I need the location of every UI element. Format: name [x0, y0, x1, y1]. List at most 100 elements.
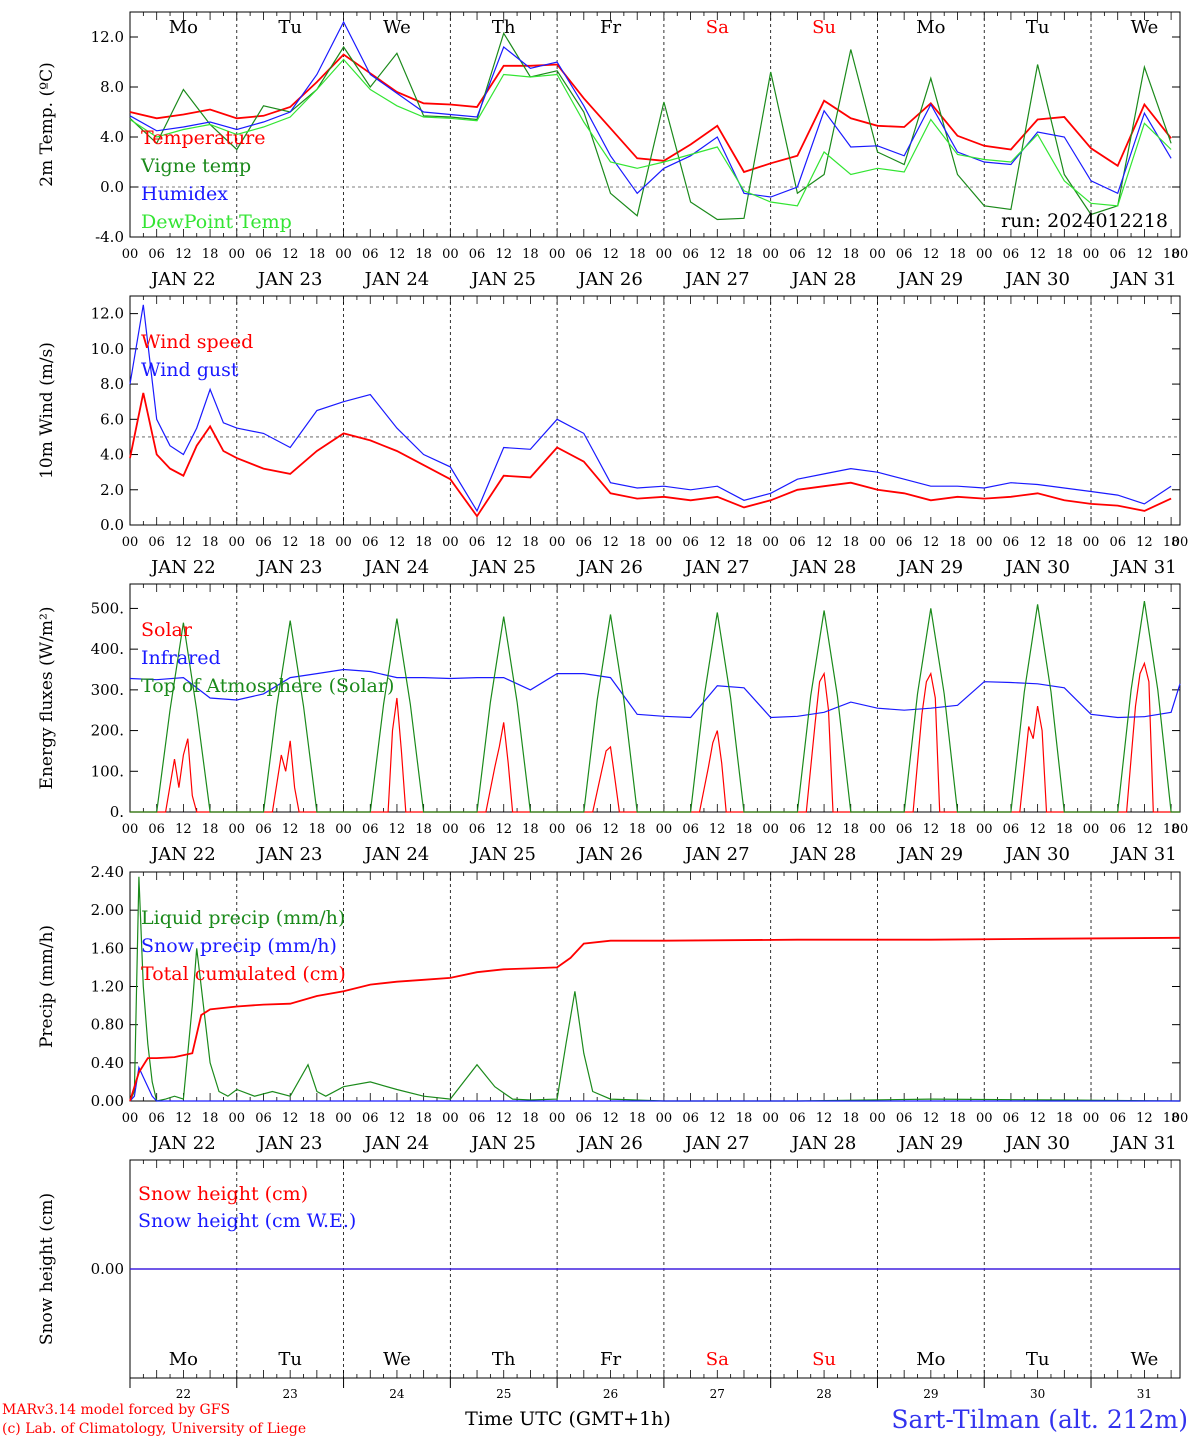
hour-tick-label: 00: [1083, 247, 1100, 262]
day-number: 26: [603, 1387, 618, 1401]
hour-tick-label: 18: [522, 247, 539, 262]
date-label: JAN 26: [576, 844, 643, 865]
hour-tick-label: 06: [576, 1111, 593, 1126]
hour-tick-label: 00: [335, 1111, 352, 1126]
panel-frame: [129, 583, 1181, 813]
copyright: (c) Lab. of Climatology, University of L…: [2, 1421, 306, 1437]
date-label: JAN 25: [469, 557, 536, 578]
hour-tick-label: 06: [255, 535, 272, 550]
day-number: 23: [283, 1387, 298, 1401]
hour-tick-label: 12: [1029, 247, 1046, 262]
hour-tick-label: 12: [495, 822, 512, 837]
hour-tick-label: 00: [122, 822, 139, 837]
hour-tick-label: 18: [415, 1111, 432, 1126]
date-label: JAN 31: [1110, 844, 1177, 865]
hour-tick-label: 06: [1109, 1111, 1126, 1126]
hour-tick-label: 12: [602, 1111, 619, 1126]
hour-tick-label: 18: [1056, 822, 1073, 837]
legend-entry: Temperature: [141, 127, 265, 149]
hour-tick-label: 12: [175, 535, 192, 550]
hour-tick-label: 00: [869, 247, 886, 262]
hour-tick-label: 12: [175, 247, 192, 262]
hour-tick-label: 12: [389, 247, 406, 262]
y-tick-label: 12.0: [91, 305, 124, 323]
date-label: JAN 22: [149, 844, 216, 865]
hour-tick-label: 06: [255, 1111, 272, 1126]
y-axis-label: Snow height (cm): [37, 1193, 57, 1345]
hour-tick-label: 06: [362, 535, 379, 550]
day-number: 29: [923, 1387, 938, 1401]
day-name-top: We: [383, 17, 411, 38]
hour-tick-label: 18: [949, 535, 966, 550]
y-axis-label: Energy fluxes (W/m²): [37, 607, 57, 790]
hour-tick-label: 18: [842, 535, 859, 550]
date-label: JAN 30: [1003, 844, 1070, 865]
hour-tick-label: 18: [1163, 535, 1180, 550]
hour-tick-label: 18: [522, 1111, 539, 1126]
hour-tick-label: 06: [682, 822, 699, 837]
date-label: JAN 23: [256, 269, 323, 290]
hour-tick-label: 06: [362, 822, 379, 837]
hour-tick-label: 00: [1172, 247, 1189, 262]
hour-tick-label: 06: [1109, 822, 1126, 837]
hour-tick-label: 18: [949, 247, 966, 262]
date-label: JAN 24: [363, 1133, 430, 1154]
hour-tick-label: 06: [469, 535, 486, 550]
hour-tick-label: 18: [1056, 1111, 1073, 1126]
date-label: JAN 26: [576, 269, 643, 290]
hour-tick-label: 00: [656, 822, 673, 837]
hour-tick-label: 06: [576, 247, 593, 262]
hour-tick-label: 12: [709, 535, 726, 550]
hour-tick-label: 00: [335, 822, 352, 837]
hour-tick-label: 06: [255, 247, 272, 262]
day-name-bottom: Th: [492, 1349, 516, 1370]
legend-entry: Infrared: [141, 647, 221, 669]
day-name-bottom: Mo: [916, 1349, 945, 1370]
hour-tick-label: 00: [442, 822, 459, 837]
date-label: JAN 24: [363, 844, 430, 865]
y-tick-label: 4.0: [100, 446, 124, 464]
hour-tick-label: 06: [1003, 1111, 1020, 1126]
legend-entry: Vigne temp: [140, 155, 251, 177]
hour-tick-label: 06: [1003, 822, 1020, 837]
day-number: 25: [496, 1387, 511, 1401]
hour-tick-label: 18: [202, 247, 219, 262]
hour-tick-label: 18: [1163, 822, 1180, 837]
y-tick-label: 0.0: [100, 178, 124, 196]
hour-tick-label: 18: [736, 535, 753, 550]
day-number: 28: [816, 1387, 831, 1401]
legend-entry: Solar: [141, 619, 193, 641]
series-line-2: [129, 1065, 1180, 1102]
hour-tick-label: 00: [656, 1111, 673, 1126]
hour-tick-label: 18: [949, 1111, 966, 1126]
day-number: 24: [389, 1387, 405, 1401]
legend-entry: Total cumulated (cm): [141, 963, 346, 985]
date-label: JAN 23: [256, 557, 323, 578]
hour-tick-label: 06: [1003, 535, 1020, 550]
day-name-top: Mo: [169, 17, 198, 38]
y-axis-label: 2m Temp. (ºC): [37, 62, 57, 187]
y-axis-label: 10m Wind (m/s): [37, 342, 57, 479]
hour-tick-label: 00: [335, 247, 352, 262]
hour-tick-label: 00: [229, 247, 246, 262]
panel-1: 12.0 8.0 4.0 0.0 -4.0 2m Temp. (ºC) 00 06 12 18 JA…: [37, 11, 1189, 290]
hour-tick-label: 12: [282, 1111, 299, 1126]
day-name-top: Fr: [600, 17, 621, 38]
run-label: run: 2024012218: [1001, 210, 1168, 232]
hour-tick-label: 18: [309, 822, 326, 837]
date-label: JAN 24: [363, 557, 430, 578]
hour-tick-label: 00: [549, 822, 566, 837]
date-label: JAN 30: [1003, 557, 1070, 578]
y-tick-label: 200.: [91, 722, 124, 740]
hour-tick-label: 18: [202, 1111, 219, 1126]
hour-tick-label: 06: [896, 247, 913, 262]
hour-tick-label: 18: [736, 1111, 753, 1126]
hour-tick-label: 12: [175, 1111, 192, 1126]
legend-entry: DewPoint Temp: [141, 211, 292, 233]
day-name-top: Sa: [706, 17, 729, 38]
y-tick-label: 0.: [110, 803, 124, 821]
hour-tick-label: 00: [976, 535, 993, 550]
hour-tick-label: 06: [148, 1111, 165, 1126]
hour-tick-label: 18: [309, 535, 326, 550]
day-number: 30: [1030, 1387, 1045, 1401]
